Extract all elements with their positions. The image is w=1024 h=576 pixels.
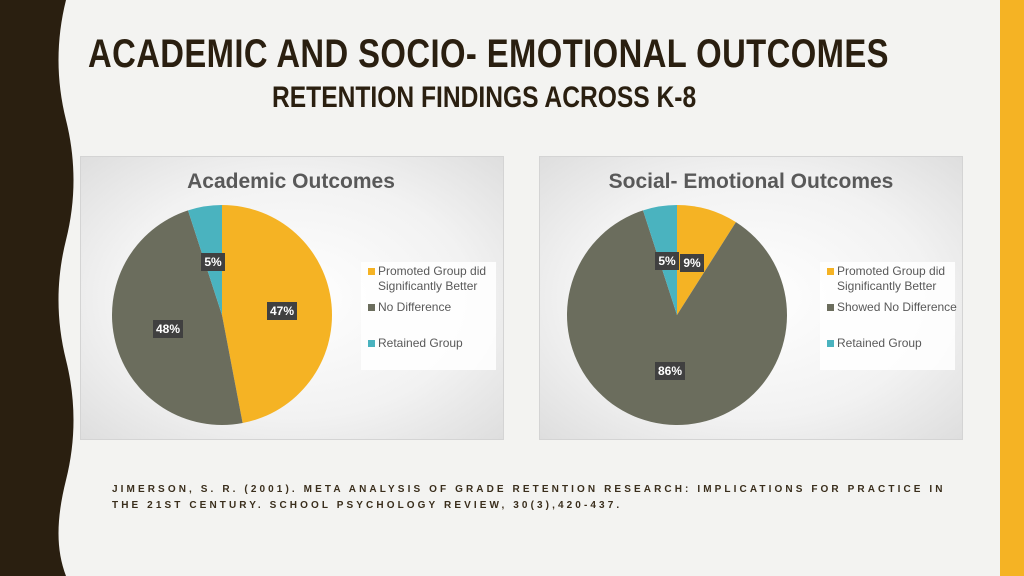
data-label-promoted: 47% xyxy=(267,302,297,320)
slide-subtitle: RETENTION FINDINGS ACROSS K-8 xyxy=(272,81,697,114)
legend-label-retained: Retained Group xyxy=(378,336,463,350)
data-label-box xyxy=(201,253,225,271)
data-label-text: 5% xyxy=(204,255,222,269)
data-label-box xyxy=(153,320,183,338)
academic-outcomes-chart: Academic Outcomes 47% 48% 5% Promoted Grou… xyxy=(111,170,496,425)
social-emotional-outcomes-chart: Social- Emotional Outcomes 9% 86% 5% Promo… xyxy=(567,170,957,425)
chart-panel-academic: Academic Outcomes 47% 48% 5% Promoted Grou… xyxy=(80,156,504,440)
data-label-box xyxy=(655,252,679,270)
data-label-text: 86% xyxy=(658,364,682,378)
legend-label-no-difference: No Difference xyxy=(378,300,451,314)
legend-swatch-retained xyxy=(827,340,834,347)
legend-background xyxy=(820,262,955,370)
data-labels: 47% 48% 5% xyxy=(153,253,297,338)
accent-bar xyxy=(1000,0,1024,576)
pie-slices xyxy=(567,205,787,425)
legend-label-no-difference: Showed No Difference xyxy=(837,300,957,314)
legend-background xyxy=(361,262,496,370)
legend-label-promoted: Promoted Group did Significantly Better xyxy=(837,264,945,293)
data-label-box xyxy=(655,362,685,380)
data-label-no-difference: 48% xyxy=(153,320,183,338)
data-label-text: 48% xyxy=(156,322,180,336)
data-label-text: 47% xyxy=(270,304,294,318)
citation-text: JIMERSON, S. R. (2001). META ANALYSIS OF… xyxy=(112,484,946,511)
pie-slices xyxy=(111,205,332,425)
legend-label-promoted: Promoted Group did Significantly Better xyxy=(378,264,486,293)
data-label-text: 5% xyxy=(658,254,676,268)
slice-no-difference xyxy=(111,210,243,425)
data-label-retained: 5% xyxy=(655,252,679,270)
decorative-wavy-band xyxy=(0,0,74,576)
data-labels: 9% 86% 5% xyxy=(655,252,704,380)
chart-legend: Promoted Group did Significantly Better Sh… xyxy=(820,262,957,370)
data-label-box xyxy=(267,302,297,320)
chart-legend: Promoted Group did Significantly Better No… xyxy=(361,262,496,370)
data-label-box xyxy=(680,254,704,272)
data-label-no-difference: 86% xyxy=(655,362,685,380)
slide-title: ACADEMIC AND SOCIO- EMOTIONAL OUTCOMES xyxy=(88,32,889,76)
legend-swatch-promoted xyxy=(827,268,834,275)
slice-no-difference xyxy=(567,210,787,425)
legend-swatch-retained xyxy=(368,340,375,347)
data-label-promoted: 9% xyxy=(680,254,704,272)
chart-title: Academic Outcomes xyxy=(187,170,395,193)
legend-swatch-no-difference xyxy=(368,304,375,311)
legend-swatch-no-difference xyxy=(827,304,834,311)
legend-label-retained: Retained Group xyxy=(837,336,922,350)
slice-promoted xyxy=(677,205,736,315)
chart-title: Social- Emotional Outcomes xyxy=(609,170,894,193)
legend-swatch-promoted xyxy=(368,268,375,275)
data-label-retained: 5% xyxy=(201,253,225,271)
chart-panel-social-emotional: Social- Emotional Outcomes 9% 86% 5% Promo… xyxy=(539,156,963,440)
data-label-text: 9% xyxy=(683,256,701,270)
